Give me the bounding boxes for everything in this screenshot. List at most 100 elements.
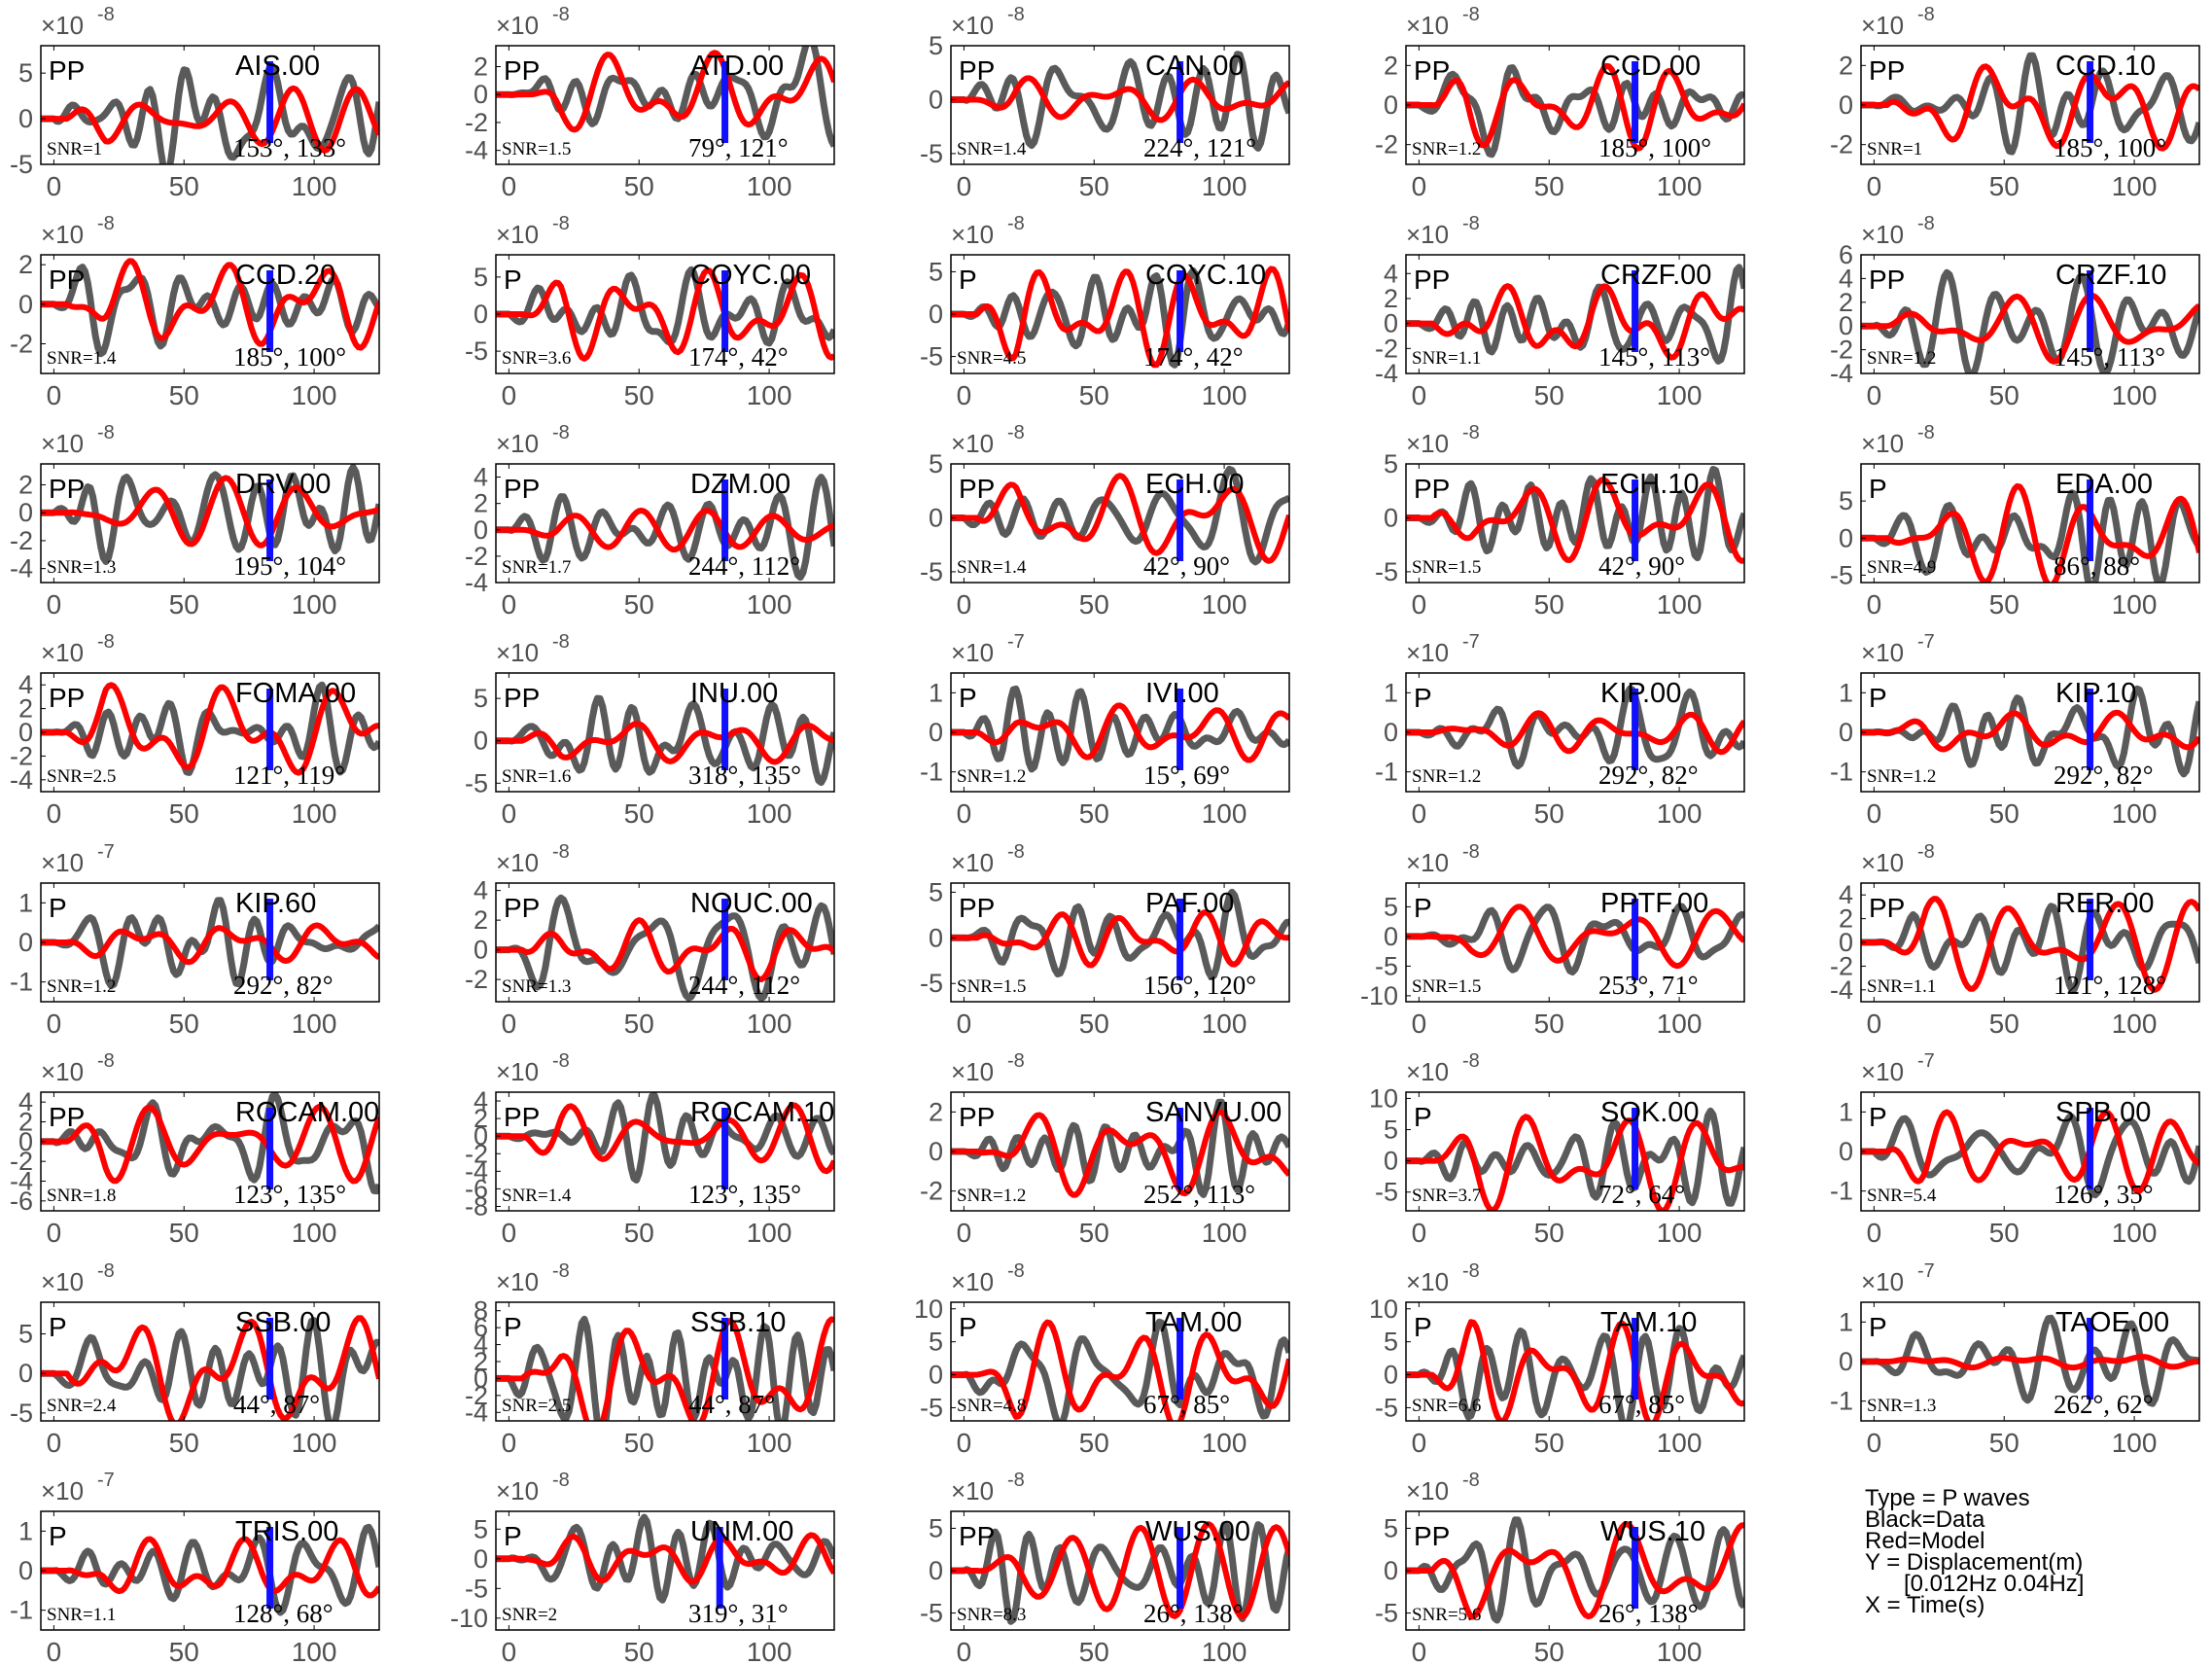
y-tick-label: 0 (474, 80, 488, 109)
subplot-ccd-10: 0 50 100 2 0 -2 ×10 -8 PP CCD.10 SNR=1 185°, 100° (1830, 4, 2200, 201)
axis-exponent: ×10 (41, 638, 84, 667)
axis-exponent: ×10 (951, 220, 994, 249)
station-label: SSB.10 (690, 1307, 786, 1338)
phase-label: P (1869, 683, 1887, 713)
x-tick-label: 100 (292, 1428, 337, 1458)
x-tick-label: 0 (957, 380, 972, 410)
subplot-ccd-00: 0 50 100 2 0 -2 ×10 -8 PP CCD.00 SNR=1.2 185°, 100° (1375, 4, 1745, 201)
y-tick-label: -1 (920, 758, 943, 787)
station-label: SPB.00 (2055, 1097, 2151, 1128)
snr-label: SNR=1.2 (47, 976, 116, 997)
y-tick-label: -5 (465, 768, 488, 797)
y-tick-label: 2 (18, 250, 33, 279)
x-tick-label: 0 (47, 589, 62, 620)
x-tick-label: 0 (957, 1428, 972, 1458)
model-trace (496, 267, 834, 362)
y-tick-label: -2 (1375, 334, 1398, 363)
angles-label: 128°, 68° (233, 1599, 334, 1628)
x-tick-label: 100 (2112, 1218, 2158, 1248)
x-tick-label: 100 (747, 380, 792, 410)
y-tick-label: 2 (18, 1108, 33, 1137)
data-trace (1861, 685, 2199, 778)
y-tick-label: -5 (1375, 1393, 1398, 1422)
y-tick-label: 4 (1384, 259, 1398, 288)
y-tick-label: 5 (18, 58, 33, 88)
axis-exponent-power: -8 (552, 1470, 570, 1491)
model-trace (496, 508, 834, 553)
y-tick-label: -2 (10, 526, 33, 555)
axes-frame (950, 463, 1290, 584)
x-tick-label: 50 (169, 380, 199, 410)
angles-label: 156°, 120° (1143, 971, 1256, 1000)
phase-label: P (1414, 1102, 1432, 1132)
y-tick-label: 0 (18, 1556, 33, 1585)
model-trace (951, 1109, 1289, 1198)
x-tick-label: 50 (1989, 1009, 2019, 1039)
y-tick-label: -2 (465, 542, 488, 571)
x-tick-label: 50 (169, 798, 199, 829)
angles-label: 123°, 135° (688, 1180, 801, 1209)
angles-label: 253°, 71° (1598, 971, 1699, 1000)
x-tick-label: 0 (1867, 1218, 1882, 1248)
x-tick-label: 50 (169, 1428, 199, 1458)
axis-exponent-power: -8 (552, 1260, 570, 1282)
data-trace (951, 888, 1289, 980)
phase-label: P (49, 1521, 67, 1551)
y-tick-label: -5 (920, 969, 943, 998)
axis-exponent-power: -8 (1462, 213, 1480, 234)
station-label: KIP.10 (2055, 678, 2136, 709)
y-tick-label: 10 (1369, 1294, 1398, 1324)
phase-label: P (49, 1312, 67, 1342)
x-tick-label: 100 (747, 1009, 792, 1039)
snr-label: SNR=1.4 (47, 348, 117, 369)
data-trace (496, 694, 834, 787)
y-tick-label: 5 (474, 263, 488, 292)
phase-label: PP (1414, 55, 1450, 86)
y-tick-label: 2 (18, 471, 33, 500)
model-trace (41, 922, 379, 966)
axis-exponent-power: -8 (1007, 422, 1025, 443)
axis-exponent-power: -8 (1462, 422, 1480, 443)
angles-label: 185°, 100° (1598, 133, 1711, 162)
y-tick-label: 0 (474, 1364, 488, 1393)
y-tick-label: -2 (1830, 130, 1853, 159)
y-tick-label: 0 (474, 1121, 488, 1151)
y-tick-label: 0 (1384, 90, 1398, 120)
data-trace (496, 266, 834, 347)
x-tick-label: 0 (957, 171, 972, 201)
x-tick-label: 50 (624, 171, 654, 201)
phase-label: PP (49, 55, 85, 86)
axis-exponent: ×10 (1861, 848, 1904, 877)
x-tick-label: 50 (169, 171, 199, 201)
snr-label: SNR=1.2 (957, 1186, 1026, 1206)
model-trace (951, 1521, 1289, 1620)
y-tick-label: 2 (474, 1347, 488, 1376)
phase-label: P (1869, 1312, 1887, 1342)
phase-label: PP (504, 474, 540, 504)
snr-label: SNR=6.6 (1412, 1396, 1481, 1416)
model-trace (1406, 1114, 1744, 1211)
data-trace (1406, 1107, 1744, 1207)
x-tick-label: 100 (1202, 798, 1247, 829)
angles-label: 244°, 112° (688, 971, 800, 1000)
axis-exponent: ×10 (951, 429, 994, 458)
x-tick-label: 50 (1079, 171, 1109, 201)
axis-exponent-power: -8 (1462, 1050, 1480, 1072)
phase-label: P (1869, 1102, 1887, 1132)
y-tick-label: -5 (1375, 951, 1398, 980)
angles-label: 42°, 90° (1598, 551, 1685, 581)
data-trace (496, 1315, 834, 1421)
x-tick-label: 0 (502, 1218, 517, 1248)
snr-label: SNR=4.5 (957, 348, 1026, 369)
y-tick-label: -5 (1375, 1178, 1398, 1207)
snr-label: SNR=4.9 (1867, 557, 1936, 578)
model-trace (496, 1532, 834, 1585)
data-trace (1406, 1516, 1744, 1624)
x-tick-label: 0 (47, 1428, 62, 1458)
axis-exponent-power: -8 (1462, 1470, 1480, 1491)
x-tick-label: 50 (1534, 1218, 1564, 1248)
